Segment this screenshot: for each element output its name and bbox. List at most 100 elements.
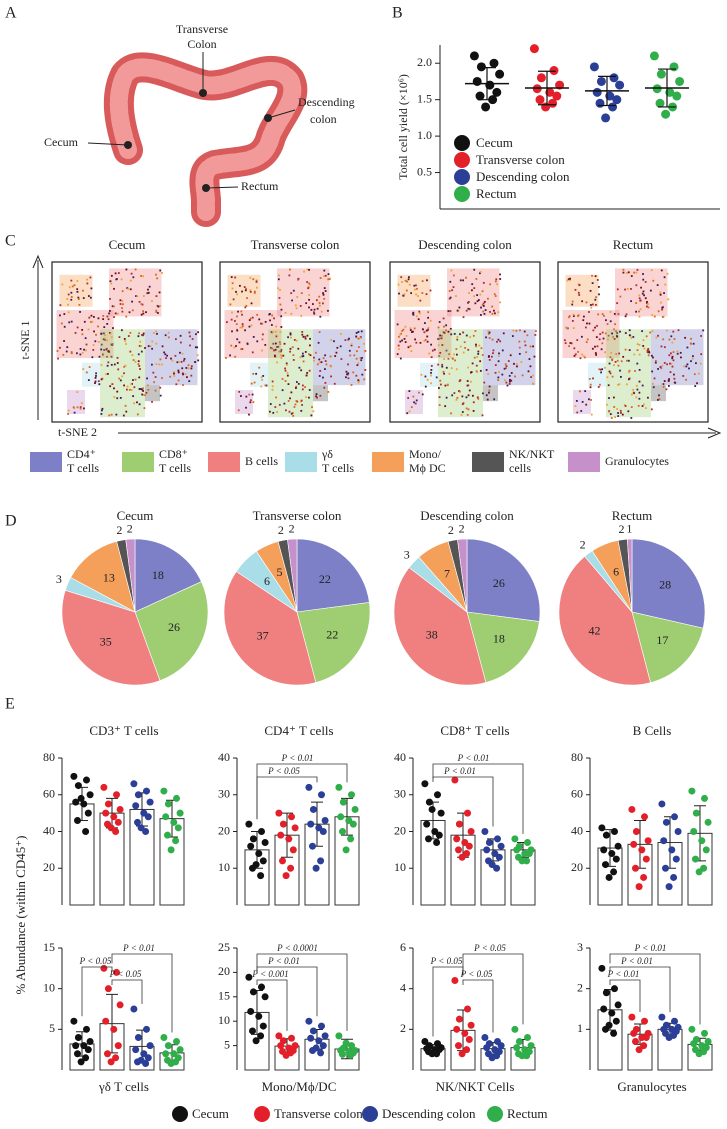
cell-dot: [353, 354, 356, 357]
y-axis-label: Total cell yield (×10⁶): [396, 74, 410, 180]
cell-dot: [650, 269, 653, 272]
cell-dot: [408, 390, 411, 392]
cell-dot: [441, 363, 444, 366]
cell-dot: [249, 317, 252, 320]
point: [132, 1046, 140, 1054]
cell-dot: [592, 377, 594, 380]
cluster-region: [397, 274, 431, 307]
point: [608, 850, 616, 858]
cell-dot: [91, 320, 94, 323]
cell-dot: [404, 279, 407, 282]
cell-dot: [650, 408, 653, 411]
cell-dot: [440, 337, 443, 340]
cell-dot: [138, 403, 141, 406]
cell-dot: [295, 339, 298, 342]
cell-dot: [695, 362, 697, 365]
point: [279, 857, 286, 865]
cell-dot: [322, 376, 324, 379]
point: [497, 842, 505, 850]
cell-dot: [63, 313, 66, 315]
label: Rectum: [241, 179, 279, 193]
cell-dot: [657, 310, 660, 313]
cell-dot: [142, 312, 145, 315]
cell-dot: [481, 414, 484, 417]
cell-dot: [68, 286, 71, 289]
cell-dot: [77, 296, 80, 299]
cell-dot: [279, 331, 282, 333]
cell-dot: [286, 372, 289, 374]
cell-dot: [652, 386, 655, 389]
cell-dot: [169, 375, 172, 378]
cell-dot: [669, 371, 672, 374]
cell-dot: [445, 329, 447, 332]
cell-dot: [137, 335, 140, 338]
cell-dot: [440, 334, 443, 337]
cluster-region: [268, 329, 313, 418]
cell-dot: [363, 378, 366, 381]
point: [317, 857, 325, 865]
cell-dot: [613, 338, 616, 340]
cell-dot: [465, 276, 467, 279]
cell-dot: [423, 339, 426, 342]
cell-dot: [268, 410, 271, 413]
legend-marker: [172, 1106, 188, 1122]
cell-dot: [76, 290, 79, 293]
cell-dot: [680, 356, 682, 359]
cell-dot: [229, 354, 231, 357]
cell-dot: [347, 377, 350, 380]
cell-dot: [423, 331, 426, 334]
point: [110, 813, 118, 821]
cell-dot: [79, 406, 82, 408]
pie-label: 7: [444, 566, 450, 580]
pie-label: 2: [127, 521, 133, 535]
cell-dot: [430, 368, 433, 371]
cell-dot: [125, 388, 128, 391]
cell-dot: [455, 295, 457, 297]
cell-dot: [638, 297, 641, 300]
cell-dot: [601, 368, 604, 371]
cell-dot: [115, 278, 118, 281]
cell-dot: [588, 322, 591, 325]
cell-dot: [318, 295, 321, 298]
point: [134, 1033, 142, 1041]
cell-dot: [59, 304, 62, 307]
cell-dot: [280, 308, 283, 311]
cell-dot: [598, 293, 600, 296]
cell-dot: [114, 312, 117, 315]
cell-dot: [245, 287, 248, 290]
point: [116, 805, 124, 813]
y-tick-label: 10: [218, 1013, 230, 1027]
cell-dot: [142, 275, 144, 278]
point: [608, 102, 618, 112]
cell-dot: [661, 308, 664, 311]
cell-dot: [514, 375, 516, 378]
cell-dot: [655, 336, 658, 339]
cell-dot: [197, 331, 200, 334]
cell-dot: [231, 311, 233, 314]
cell-dot: [626, 288, 629, 290]
cell-dot: [269, 319, 271, 322]
point: [630, 1029, 638, 1037]
cell-dot: [670, 362, 673, 365]
cell-dot: [614, 416, 617, 419]
cell-dot: [422, 328, 424, 331]
cell-dot: [116, 397, 119, 400]
legend-label: Rectum: [476, 186, 516, 201]
cell-dot: [589, 383, 592, 386]
cell-dot: [131, 309, 134, 312]
cell-dot: [448, 297, 451, 300]
cell-dot: [83, 407, 85, 410]
cell-dot: [609, 356, 612, 359]
tsne-frame: [557, 261, 709, 423]
cell-dot: [617, 415, 620, 417]
point: [164, 1042, 172, 1050]
point: [632, 864, 639, 872]
cell-dot: [632, 391, 635, 394]
pie-title: Cecum: [117, 508, 154, 523]
tsne-title: Rectum: [613, 237, 653, 252]
legend-marker: [454, 169, 470, 185]
point: [458, 1050, 466, 1058]
cell-dot: [398, 292, 400, 295]
cell-dot: [306, 281, 309, 283]
cell-dot: [657, 368, 659, 370]
